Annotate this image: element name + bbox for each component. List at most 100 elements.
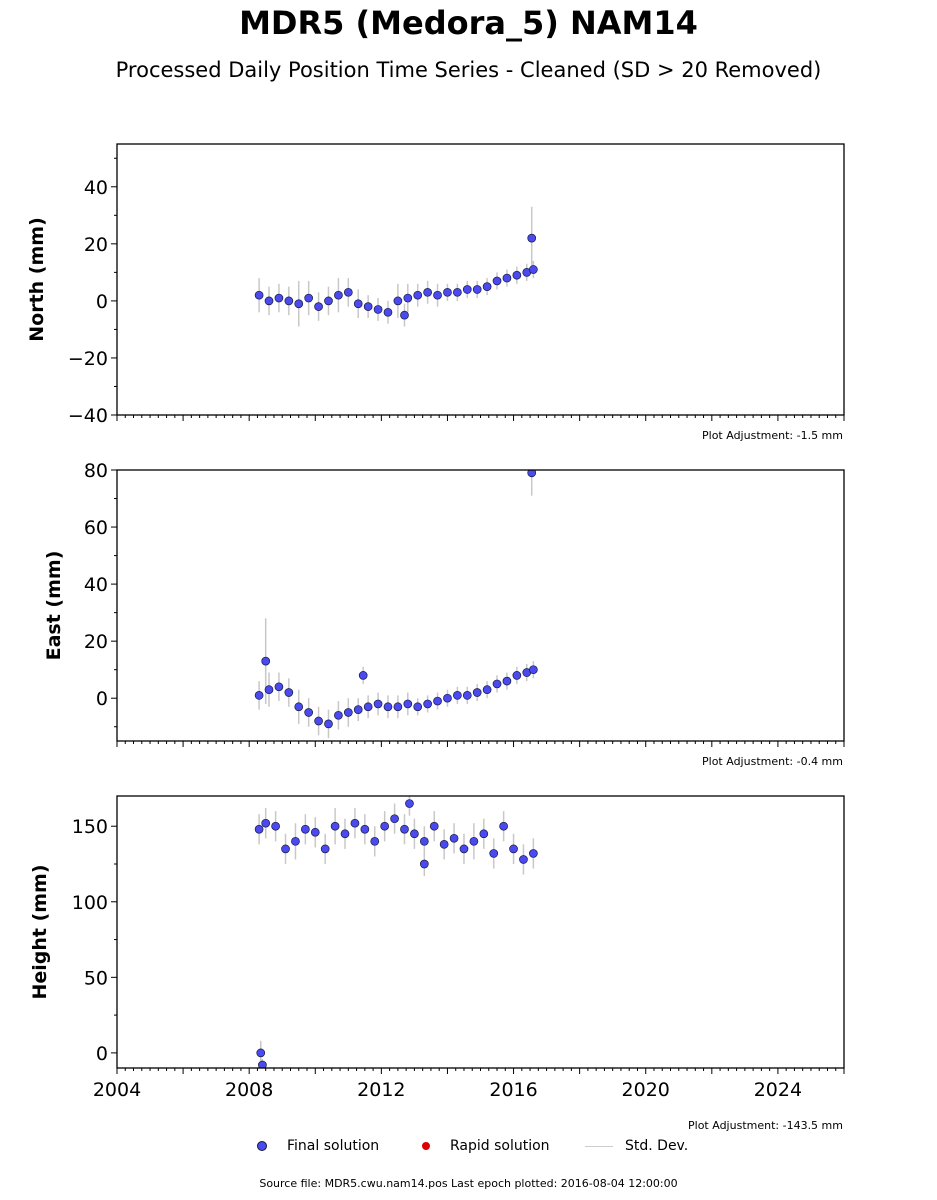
legend-final-label: Final solution bbox=[287, 1138, 380, 1154]
height-point bbox=[320, 844, 330, 854]
height-point bbox=[390, 814, 399, 824]
north-panel: −40 −20 0 20 40 North (mm) bbox=[26, 143, 845, 427]
north-ytick-label: 20 bbox=[84, 234, 108, 256]
height-data bbox=[254, 796, 538, 1068]
height-point bbox=[419, 836, 429, 846]
east-point bbox=[363, 702, 373, 712]
north-point bbox=[264, 296, 274, 306]
height-point bbox=[271, 821, 280, 831]
east-ytick-label: 20 bbox=[84, 631, 108, 653]
north-point bbox=[383, 307, 393, 317]
height-point bbox=[499, 821, 508, 831]
north-point bbox=[527, 233, 537, 243]
north-point bbox=[413, 290, 423, 300]
east-point bbox=[502, 676, 512, 686]
north-ylabel: North (mm) bbox=[26, 217, 48, 342]
east-point bbox=[358, 671, 368, 680]
north-point bbox=[353, 299, 363, 309]
height-point bbox=[439, 840, 449, 849]
north-point bbox=[492, 276, 502, 286]
north-ytick-label: 0 bbox=[96, 291, 108, 313]
height-frame bbox=[116, 795, 845, 1069]
east-ytick-label: 0 bbox=[96, 688, 108, 710]
east-point bbox=[527, 470, 537, 478]
east-plot-adjustment: Plot Adjustment: -0.4 mm bbox=[702, 755, 843, 768]
north-ytick-label: −20 bbox=[68, 348, 108, 370]
height-point bbox=[469, 836, 479, 846]
north-point bbox=[324, 296, 333, 306]
east-point bbox=[383, 702, 393, 712]
height-point bbox=[400, 824, 409, 834]
north-point bbox=[254, 290, 264, 300]
height-xtick-label: 2012 bbox=[357, 1079, 405, 1101]
east-point bbox=[393, 702, 403, 712]
height-xtick-label: 2020 bbox=[622, 1079, 670, 1101]
north-point bbox=[423, 287, 432, 297]
height-point bbox=[350, 818, 360, 828]
height-xtick-label: 2004 bbox=[93, 1079, 141, 1101]
north-point bbox=[294, 299, 304, 309]
north-point bbox=[304, 293, 314, 303]
east-point bbox=[462, 691, 472, 700]
north-point bbox=[482, 282, 492, 291]
east-point bbox=[512, 671, 522, 680]
chart-subtitle: Processed Daily Position Time Series - C… bbox=[115, 58, 822, 82]
east-point bbox=[443, 693, 452, 703]
north-point bbox=[443, 287, 452, 297]
east-point bbox=[353, 705, 363, 714]
height-point bbox=[380, 821, 390, 831]
std-dev-line-icon bbox=[585, 1145, 613, 1147]
legend-stddev: Std. Dev. bbox=[585, 1138, 688, 1154]
height-point bbox=[310, 827, 320, 837]
north-point bbox=[529, 265, 538, 274]
east-point bbox=[433, 696, 442, 706]
height-point bbox=[410, 829, 419, 839]
height-point bbox=[479, 829, 489, 839]
north-ytick-label: 40 bbox=[84, 177, 108, 199]
east-point bbox=[482, 685, 492, 695]
north-point bbox=[400, 310, 409, 320]
east-point bbox=[254, 691, 264, 700]
height-point bbox=[301, 824, 310, 834]
height-point bbox=[261, 818, 271, 828]
height-point bbox=[489, 849, 499, 858]
east-point bbox=[274, 682, 284, 692]
north-point bbox=[462, 285, 472, 294]
east-point bbox=[343, 708, 353, 717]
height-point bbox=[429, 821, 439, 831]
north-data bbox=[254, 206, 538, 327]
height-point bbox=[281, 844, 290, 854]
east-point bbox=[453, 691, 462, 700]
east-ytick-label: 60 bbox=[84, 517, 108, 539]
legend-stddev-label: Std. Dev. bbox=[625, 1138, 689, 1154]
height-ytick-label: 100 bbox=[72, 892, 108, 914]
height-point bbox=[340, 829, 350, 839]
east-point bbox=[492, 679, 502, 689]
east-point bbox=[294, 702, 304, 712]
rapid-solution-marker-icon bbox=[422, 1142, 430, 1150]
height-point bbox=[360, 824, 370, 834]
final-solution-marker-icon bbox=[257, 1141, 267, 1151]
east-point bbox=[529, 665, 538, 675]
chart-title: MDR5 (Medora_5) NAM14 bbox=[239, 4, 698, 42]
height-ylabel: Height (mm) bbox=[29, 864, 51, 999]
north-point bbox=[363, 302, 373, 311]
height-point bbox=[254, 824, 264, 834]
height-point bbox=[509, 844, 518, 854]
east-ytick-label: 40 bbox=[84, 574, 108, 596]
height-point bbox=[419, 859, 429, 869]
east-point bbox=[373, 699, 383, 709]
north-point bbox=[393, 296, 403, 306]
east-point bbox=[304, 708, 314, 717]
legend-rapid-label: Rapid solution bbox=[450, 1138, 550, 1154]
height-panel: 0 50 100 150 2004 2008 2012 2016 2020 2024 Height … bbox=[29, 795, 845, 1101]
north-point bbox=[502, 273, 512, 283]
height-point bbox=[258, 1060, 267, 1068]
north-point bbox=[274, 293, 284, 303]
height-point bbox=[291, 836, 300, 846]
north-point bbox=[284, 296, 294, 306]
east-point bbox=[472, 688, 482, 697]
height-xtick-label: 2008 bbox=[225, 1079, 273, 1101]
east-point bbox=[334, 710, 343, 720]
east-panel: 0 20 40 60 80 East (mm) bbox=[43, 460, 845, 747]
